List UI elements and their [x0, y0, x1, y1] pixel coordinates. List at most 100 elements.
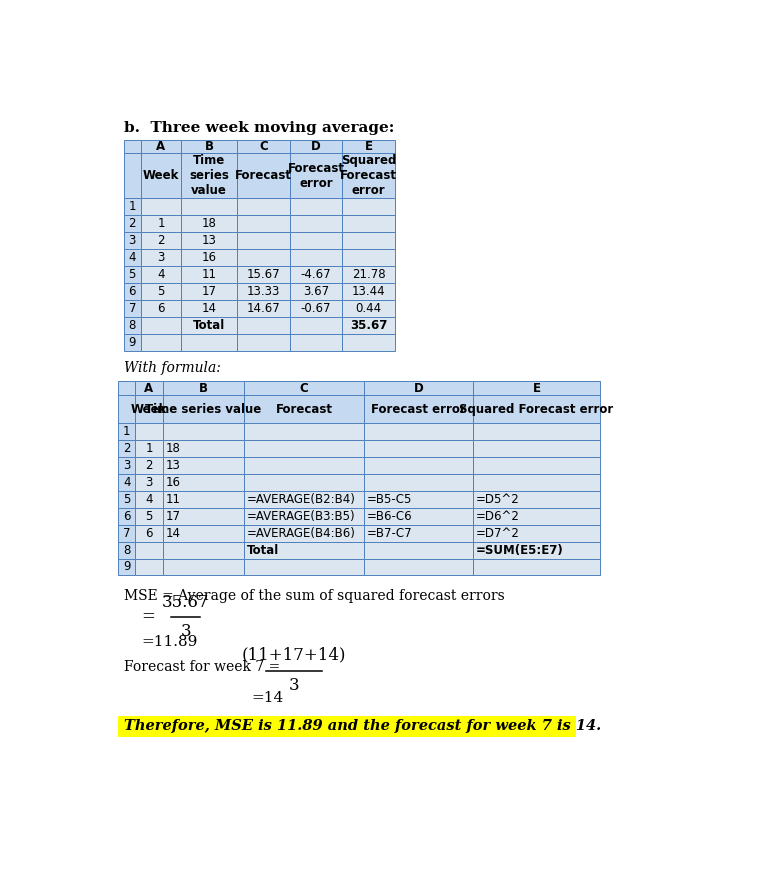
Text: Time series value: Time series value	[145, 402, 261, 416]
Text: 1: 1	[145, 442, 153, 455]
Bar	[162, 395, 243, 423]
Text: 9: 9	[123, 561, 131, 573]
Bar	[181, 283, 237, 299]
Bar	[124, 154, 141, 198]
Text: 15.67: 15.67	[247, 268, 280, 281]
Bar	[181, 333, 237, 350]
Bar	[141, 283, 181, 299]
Text: 35.67: 35.67	[162, 594, 209, 611]
Bar	[364, 423, 472, 440]
Text: 16: 16	[202, 251, 216, 264]
Bar	[118, 395, 135, 423]
Text: 6: 6	[128, 285, 136, 298]
Bar	[472, 440, 601, 457]
Bar	[237, 215, 290, 232]
Bar	[118, 457, 135, 474]
Text: 3: 3	[180, 623, 191, 640]
Bar	[141, 232, 181, 249]
Bar	[118, 542, 135, 559]
Bar	[472, 423, 601, 440]
Bar	[472, 474, 601, 491]
Bar	[243, 525, 364, 542]
Text: 17: 17	[165, 510, 181, 523]
Text: Forecast error: Forecast error	[371, 402, 465, 416]
Text: -4.67: -4.67	[301, 268, 332, 281]
Bar	[472, 542, 601, 559]
Bar	[342, 316, 395, 333]
Bar	[162, 559, 243, 576]
Text: 11: 11	[202, 268, 216, 281]
Text: 14.67: 14.67	[247, 302, 280, 315]
Bar	[135, 491, 162, 508]
Bar	[472, 508, 601, 525]
Text: =11.89: =11.89	[141, 636, 198, 650]
Text: 11: 11	[165, 493, 181, 506]
Text: D: D	[414, 382, 423, 395]
Text: 4: 4	[145, 493, 153, 506]
Bar	[342, 154, 395, 198]
Bar	[135, 440, 162, 457]
Text: Forecast for week 7 =: Forecast for week 7 =	[124, 660, 280, 674]
Bar	[181, 299, 237, 316]
Bar	[141, 299, 181, 316]
Text: 3.67: 3.67	[303, 285, 329, 298]
Bar	[243, 423, 364, 440]
Text: 4: 4	[128, 251, 136, 264]
Text: 18: 18	[202, 217, 216, 230]
Bar	[118, 559, 135, 576]
Bar	[118, 491, 135, 508]
Text: 14: 14	[165, 527, 181, 540]
Text: 8: 8	[128, 318, 136, 332]
Text: 1: 1	[157, 217, 165, 230]
Bar	[243, 440, 364, 457]
Text: 14: 14	[202, 302, 216, 315]
Text: 2: 2	[145, 459, 153, 472]
Bar	[162, 525, 243, 542]
Bar	[135, 423, 162, 440]
Bar	[290, 316, 342, 333]
Bar	[290, 198, 342, 215]
Bar	[364, 440, 472, 457]
Bar	[243, 491, 364, 508]
Bar	[237, 266, 290, 283]
Bar	[162, 542, 243, 559]
Bar	[237, 283, 290, 299]
Text: =14: =14	[252, 691, 284, 705]
Text: 4: 4	[157, 268, 165, 281]
Text: 8: 8	[123, 544, 131, 557]
Bar	[472, 559, 601, 576]
Bar	[181, 266, 237, 283]
Bar	[118, 382, 135, 395]
Text: Forecast
error: Forecast error	[288, 162, 345, 190]
Text: B: B	[205, 140, 213, 153]
Bar	[124, 316, 141, 333]
Text: (11+17+14): (11+17+14)	[242, 646, 346, 663]
Bar	[472, 457, 601, 474]
Text: D: D	[311, 140, 321, 153]
Text: 7: 7	[128, 302, 136, 315]
Bar	[124, 333, 141, 350]
Bar	[472, 491, 601, 508]
Bar	[243, 559, 364, 576]
Text: =AVERAGE(B3:B5): =AVERAGE(B3:B5)	[247, 510, 356, 523]
Bar	[118, 508, 135, 525]
Bar	[237, 139, 290, 154]
Bar	[162, 508, 243, 525]
Bar	[342, 139, 395, 154]
Text: C: C	[300, 382, 308, 395]
Bar	[135, 508, 162, 525]
Text: 13: 13	[202, 234, 216, 247]
Text: E: E	[533, 382, 540, 395]
Text: 21.78: 21.78	[352, 268, 386, 281]
Bar	[135, 542, 162, 559]
Bar	[124, 249, 141, 266]
Text: Week: Week	[143, 169, 179, 182]
Bar	[243, 457, 364, 474]
Text: =D5^2: =D5^2	[475, 493, 519, 506]
Bar	[342, 333, 395, 350]
Bar	[237, 154, 290, 198]
Bar	[243, 474, 364, 491]
Bar	[118, 525, 135, 542]
Text: Total: Total	[247, 544, 279, 557]
Bar	[243, 382, 364, 395]
